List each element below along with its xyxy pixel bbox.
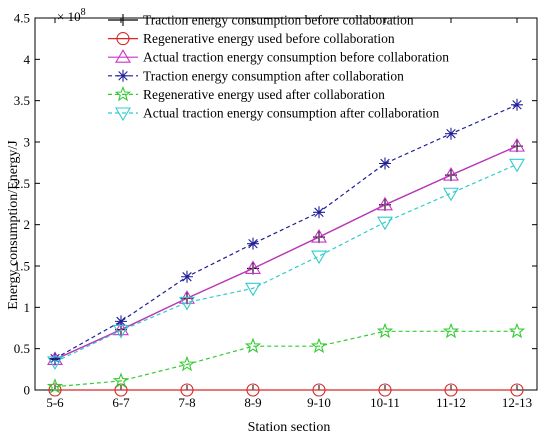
- series-6-line: [54, 163, 518, 363]
- y-axis-title: Energy consumption/Energy/J: [6, 140, 21, 310]
- series-6-point: [509, 158, 525, 173]
- y-tick-label: 0.5: [14, 341, 30, 356]
- series-5: [46, 322, 526, 394]
- series-6-point: [443, 187, 459, 202]
- series-3-point: [443, 166, 459, 181]
- legend-marker-2: [116, 32, 130, 46]
- legend-label-2: Regenerative energy used before collabor…: [143, 31, 395, 46]
- series-4: [49, 98, 523, 365]
- series-4-point: [313, 206, 325, 219]
- series-2-point: [180, 383, 194, 397]
- x-axis-title: Station section: [248, 420, 331, 435]
- x-tick-label: 11-12: [436, 395, 466, 410]
- series-4-point: [445, 127, 457, 140]
- series-4-point: [49, 352, 61, 365]
- series-3-line: [54, 145, 518, 360]
- legend-marker-3: [115, 49, 131, 63]
- y-tick-label: 1: [24, 300, 31, 315]
- legend-marker-1: [117, 14, 129, 26]
- y-tick-label: 1.5: [14, 259, 30, 274]
- y-axis-exponent: × 108: [57, 7, 86, 24]
- legend-label-4: Traction energy consumption after collab…: [143, 68, 404, 83]
- series-6-point: [377, 216, 393, 231]
- series-2-point: [510, 383, 524, 397]
- series-6-point: [311, 250, 327, 265]
- series-2-point: [444, 383, 458, 397]
- series-6: [47, 158, 525, 370]
- series-4-point: [379, 157, 391, 170]
- series-2-point: [246, 383, 260, 397]
- series-4-point: [247, 237, 259, 250]
- series-6-point: [113, 324, 129, 339]
- series-5-point: [442, 322, 460, 339]
- y-tick-label: 4.5: [14, 11, 30, 26]
- x-tick-label: 8-9: [244, 395, 261, 410]
- legend-label-5: Regenerative energy used after collabora…: [143, 87, 385, 102]
- legend-label-3: Actual traction energy consumption befor…: [143, 50, 449, 65]
- series-3: [47, 138, 525, 365]
- series-6-point: [245, 282, 261, 297]
- series-4-line: [54, 104, 518, 360]
- series-4-point: [115, 315, 127, 328]
- series-2: [48, 383, 524, 397]
- series-3-point: [311, 228, 327, 243]
- legend-label-6: Actual traction energy consumption after…: [143, 106, 440, 121]
- series-5-line: [54, 330, 517, 388]
- x-tick-label: 5-6: [46, 395, 64, 410]
- series-5-point: [310, 337, 328, 354]
- y-tick-label: 3.5: [14, 93, 30, 108]
- y-tick-label: 2: [24, 217, 31, 232]
- ticks: 0 0.5 1 1.5 2 2.5 3 3.5 4 4.5 5-6 6-7 7-8 8-9 9-10 10-1…: [14, 11, 537, 410]
- legend-marker-5: [114, 85, 132, 102]
- x-tick-label: 6-7: [112, 395, 130, 410]
- x-tick-label: 12-13: [502, 395, 532, 410]
- y-tick-label: 4: [24, 52, 31, 67]
- series-5-point: [178, 355, 196, 372]
- y-axis-exponent-power: 8: [81, 7, 86, 18]
- series-2-point: [378, 383, 392, 397]
- x-tick-label: 10-11: [370, 395, 400, 410]
- series-4-point: [511, 98, 523, 111]
- series-2-point: [48, 383, 62, 397]
- series-3-point: [509, 138, 525, 152]
- series-4-point: [181, 270, 193, 283]
- series-3-point: [245, 260, 261, 275]
- series-2-point: [312, 383, 326, 397]
- legend-label-1: Traction energy consumption before colla…: [143, 13, 414, 28]
- series-6-point: [47, 356, 63, 370]
- series-5-point: [376, 322, 394, 339]
- y-axis-exponent-base: × 10: [57, 9, 81, 24]
- x-tick-label: 9-10: [307, 395, 331, 410]
- series-layer: [46, 98, 526, 397]
- series-5-point: [508, 322, 526, 339]
- y-tick-label: 0: [24, 383, 31, 398]
- y-tick-label: 3: [24, 135, 31, 150]
- legend-marker-6: [115, 107, 131, 122]
- x-tick-label: 7-8: [178, 395, 195, 410]
- legend: Traction energy consumption before colla…: [108, 13, 449, 122]
- series-3-point: [377, 196, 393, 211]
- series-5-point: [244, 337, 262, 354]
- y-tick-label: 2.5: [14, 176, 30, 191]
- legend-marker-4: [117, 69, 129, 82]
- series-6-point: [179, 296, 195, 311]
- series-5-point: [46, 378, 64, 394]
- series-5-point: [112, 372, 130, 388]
